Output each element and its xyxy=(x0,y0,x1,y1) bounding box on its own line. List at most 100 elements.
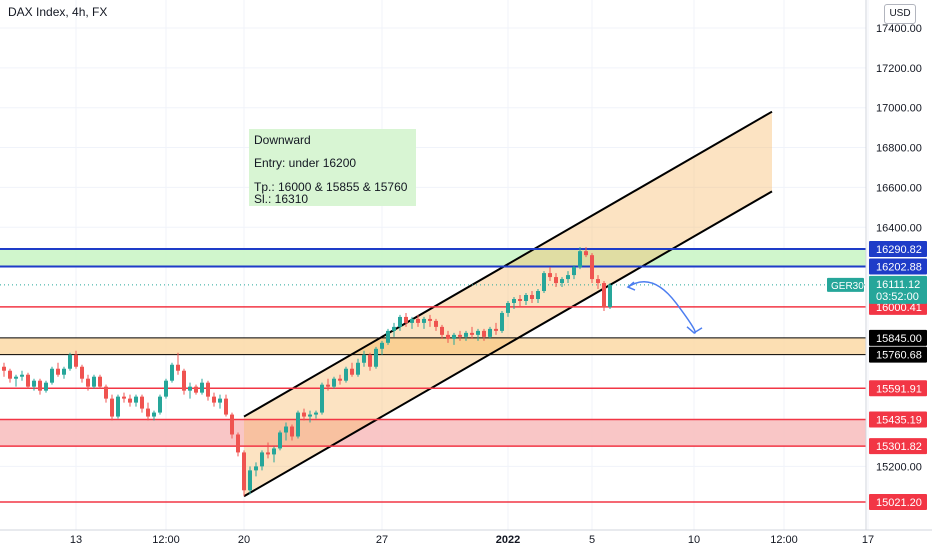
red-zone xyxy=(0,419,866,447)
candle-body xyxy=(344,368,348,381)
candle-body xyxy=(452,334,456,339)
x-tick-label: 12:00 xyxy=(770,534,798,546)
current-price-box xyxy=(869,275,927,304)
level-price-label: 15021.20 xyxy=(876,497,922,509)
forecast-arrow[interactable] xyxy=(626,281,703,334)
price-axis[interactable]: 17400.00 17200.00 17000.00 16800.00 16600.00… xyxy=(827,0,927,530)
candle-body xyxy=(422,318,426,323)
candle-body xyxy=(158,396,162,413)
candle-body xyxy=(518,298,522,301)
symbol-tag-box xyxy=(827,277,864,292)
candle-body xyxy=(128,398,132,403)
candle-body xyxy=(410,318,414,323)
candle-body xyxy=(548,273,552,278)
candle-body xyxy=(428,318,432,321)
candle-body xyxy=(602,283,606,307)
candle-body xyxy=(50,368,54,383)
note-direction: Downward xyxy=(254,133,311,147)
candle-body xyxy=(458,334,462,337)
arrow-head xyxy=(686,326,703,334)
candle-body xyxy=(176,364,180,371)
candle-body xyxy=(62,368,66,375)
candle-body xyxy=(476,330,480,335)
candle-body xyxy=(104,386,108,399)
candle-body xyxy=(2,366,6,371)
candle-body xyxy=(368,354,372,367)
candle-body xyxy=(164,380,168,397)
currency-button[interactable]: USD xyxy=(884,4,916,24)
candle-body xyxy=(566,275,570,280)
candle-body xyxy=(134,396,138,403)
candle-body xyxy=(278,432,282,449)
candle-body xyxy=(392,326,396,331)
candle-body xyxy=(494,328,498,331)
note-entry: Entry: under 16200 xyxy=(254,156,357,170)
symbol-title: DAX Index, 4h, FX xyxy=(8,5,108,19)
y-tick-label: 17200.00 xyxy=(876,63,922,75)
candle-body xyxy=(302,412,306,417)
horizontal-levels[interactable] xyxy=(0,248,866,503)
candle-body xyxy=(320,384,324,413)
x-tick-label: 20 xyxy=(238,534,250,546)
candle-body xyxy=(146,408,150,417)
candle-body xyxy=(272,448,276,455)
candle-body xyxy=(386,330,390,343)
symbol-tag-label: GER30 xyxy=(831,281,864,292)
level-price-label: 16290.82 xyxy=(876,244,922,256)
level-price-label: 15591.91 xyxy=(876,383,922,395)
candle-body xyxy=(242,452,246,491)
candle-body xyxy=(218,398,222,403)
note-targets: Tp.: 16000 & 15855 & 15760 xyxy=(254,180,408,194)
x-tick-label: 2022 xyxy=(496,534,520,546)
candle-body xyxy=(512,298,516,303)
candle-body xyxy=(434,320,438,327)
level-price-box xyxy=(869,411,927,428)
candle-body xyxy=(560,279,564,284)
candle-body xyxy=(44,382,48,391)
x-tick-label: 12:00 xyxy=(152,534,180,546)
trade-note[interactable]: Downward Entry: under 16200 Tp.: 16000 &… xyxy=(249,129,416,206)
x-tick-label: 10 xyxy=(688,534,700,546)
candle-body xyxy=(440,326,444,335)
level-price-label: 16202.88 xyxy=(876,262,922,274)
arrow-tail-head xyxy=(626,281,636,291)
candle-body xyxy=(14,376,18,379)
candle-body xyxy=(188,386,192,391)
y-tick-label: 16600.00 xyxy=(876,182,922,194)
candle-body xyxy=(416,318,420,323)
level-price-box xyxy=(869,494,927,510)
candle-body xyxy=(8,370,12,379)
candle-body xyxy=(506,302,510,313)
x-tick-label: 17 xyxy=(862,534,874,546)
level-price-label: 15435.19 xyxy=(876,415,922,427)
candle-body xyxy=(236,434,240,453)
candle-body xyxy=(500,312,504,331)
y-tick-label: 16800.00 xyxy=(876,143,922,155)
candle-body xyxy=(206,382,210,397)
candle-body xyxy=(122,396,126,399)
candle-body xyxy=(86,378,90,387)
candle-body xyxy=(230,414,234,435)
candle-body xyxy=(92,376,96,387)
level-price-box xyxy=(869,329,927,346)
candle-body xyxy=(332,378,336,387)
support-zone xyxy=(0,337,866,355)
current-price-value: 16111.12 xyxy=(876,279,920,291)
resistance-zone xyxy=(0,249,866,267)
x-tick-label: 5 xyxy=(589,534,595,546)
level-price-label: 15760.68 xyxy=(876,350,922,362)
time-axis[interactable]: 13 12:00 20 27 2022 5 10 12:00 17 xyxy=(0,529,932,546)
candle-body xyxy=(350,368,354,375)
price-zones xyxy=(0,249,866,447)
level-price-label: 15301.82 xyxy=(876,441,922,453)
x-tick-label: 13 xyxy=(70,534,82,546)
candle-body xyxy=(542,273,546,292)
candle-body xyxy=(116,396,120,417)
level-price-box xyxy=(869,258,927,275)
candlesticks xyxy=(2,247,612,497)
y-tick-label: 16400.00 xyxy=(876,222,922,234)
candle-body xyxy=(38,380,42,391)
candle-body xyxy=(80,366,84,379)
candle-body xyxy=(68,354,72,369)
